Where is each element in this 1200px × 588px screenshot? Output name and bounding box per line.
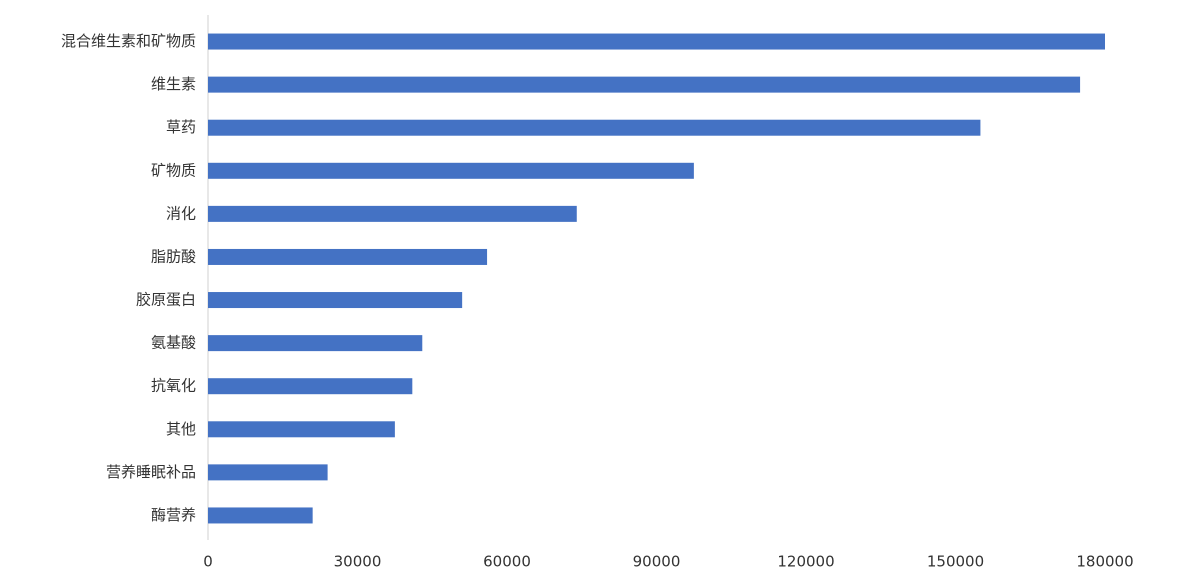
x-tick-label: 30000 <box>334 553 382 571</box>
bar <box>208 378 413 395</box>
x-tick-label: 120000 <box>777 553 834 571</box>
bar <box>208 421 395 438</box>
y-tick-label: 草药 <box>166 118 196 136</box>
y-tick-label: 抗氧化 <box>151 377 196 395</box>
x-tick-label: 90000 <box>633 553 681 571</box>
y-tick-label: 酶营养 <box>151 506 196 524</box>
y-tick-label: 混合维生素和矿物质 <box>61 32 196 50</box>
x-tick-label: 180000 <box>1076 553 1133 571</box>
bar <box>208 335 423 352</box>
y-tick-label: 矿物质 <box>151 161 196 179</box>
x-tick-label: 60000 <box>483 553 531 571</box>
y-tick-label: 消化 <box>166 204 196 222</box>
y-tick-label: 其他 <box>166 420 196 438</box>
x-tick-label: 150000 <box>927 553 984 571</box>
bar <box>208 292 463 309</box>
bar <box>208 464 328 481</box>
y-tick-label: 氨基酸 <box>151 334 196 352</box>
y-tick-label: 脂肪酸 <box>151 247 196 265</box>
bar <box>208 507 313 524</box>
bar <box>208 119 981 136</box>
y-tick-label: 胶原蛋白 <box>136 291 196 309</box>
bar <box>208 76 1081 93</box>
y-tick-label: 维生素 <box>151 75 196 93</box>
y-tick-label: 营养睡眠补品 <box>106 463 196 481</box>
bar <box>208 248 488 265</box>
bar <box>208 205 577 222</box>
x-tick-label: 0 <box>203 553 213 571</box>
bar <box>208 162 694 179</box>
bar <box>208 33 1105 50</box>
